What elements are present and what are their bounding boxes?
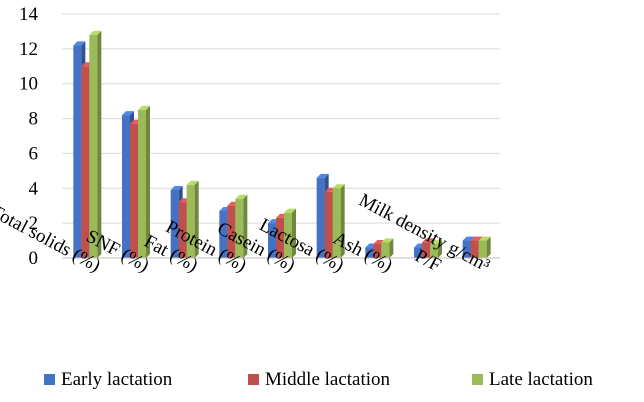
bar-top — [332, 184, 345, 189]
bar-front — [268, 223, 276, 258]
y-tick-label: 8 — [29, 109, 39, 130]
y-tick-label: 0 — [29, 248, 39, 269]
bar-front — [373, 244, 382, 258]
bar-top — [478, 236, 491, 241]
bar-front — [381, 242, 390, 258]
bar-top — [316, 173, 329, 178]
bar-front — [122, 115, 130, 258]
bar-front — [130, 123, 138, 258]
bar-top — [235, 194, 248, 199]
y-tick-label: 2 — [29, 213, 39, 234]
bar — [284, 208, 296, 258]
y-tick-label: 10 — [19, 74, 38, 95]
bar-front — [235, 198, 244, 258]
bar-side — [389, 238, 394, 258]
bar-top — [186, 180, 199, 185]
bar-front — [324, 191, 333, 258]
bar-front — [170, 190, 179, 258]
y-tick-label: 6 — [29, 143, 39, 164]
legend: Early lactation Middle lactation Late lact… — [44, 369, 593, 390]
bar-front — [430, 244, 438, 258]
legend-item: Middle lactation — [248, 369, 391, 390]
bar — [332, 184, 345, 258]
bar-front — [478, 240, 487, 258]
y-tick-label: 14 — [19, 4, 39, 25]
bar — [430, 240, 442, 258]
bar-side — [97, 30, 102, 258]
bar-side — [146, 105, 150, 258]
bars — [73, 30, 491, 259]
bar-front — [138, 109, 146, 258]
bar-front — [73, 45, 82, 258]
bar-front — [422, 242, 430, 258]
y-tick-label: 12 — [19, 39, 38, 60]
bar-front — [186, 184, 195, 258]
bar-front — [284, 212, 292, 258]
legend-item: Early lactation — [44, 369, 173, 390]
bar — [186, 180, 199, 258]
bar-front — [365, 247, 374, 258]
bar-top — [89, 30, 102, 35]
bar-side — [486, 236, 491, 258]
bar-side — [243, 194, 248, 258]
bar-front — [178, 202, 187, 258]
bar-front — [89, 34, 98, 258]
bar-front — [227, 205, 236, 258]
bar-front — [470, 240, 479, 258]
legend-label: Late lactation — [489, 369, 593, 390]
bar-front — [332, 188, 341, 258]
legend-swatch — [248, 374, 259, 385]
bar — [381, 238, 394, 258]
bar-top — [422, 238, 434, 243]
bar-top — [73, 41, 86, 46]
bar-front — [219, 210, 228, 258]
bar-top — [122, 111, 134, 116]
y-tick-label: 4 — [29, 178, 39, 199]
bar-front — [81, 66, 90, 259]
bar — [235, 194, 248, 258]
bar-top — [284, 208, 296, 213]
legend-label: Middle lactation — [265, 369, 391, 390]
y-axis-ticks: 0 2 4 6 8 10 12 14 — [19, 4, 39, 269]
legend-label: Early lactation — [61, 369, 173, 390]
bar-top — [430, 240, 442, 245]
bar-front — [462, 240, 471, 258]
bar-top — [381, 238, 394, 243]
bar-front — [414, 247, 422, 258]
bar-side — [292, 208, 296, 258]
bar-side — [340, 184, 345, 258]
bar-front — [276, 217, 284, 258]
legend-item: Late lactation — [472, 369, 593, 390]
bar-front — [316, 177, 325, 258]
legend-swatch — [44, 374, 55, 385]
bar-top — [138, 105, 150, 110]
bar — [138, 105, 150, 258]
legend-swatch — [472, 374, 483, 385]
bar — [478, 236, 491, 258]
bar-side — [438, 240, 442, 258]
bar-side — [194, 180, 199, 258]
bar-top — [170, 186, 183, 191]
bar — [89, 30, 102, 258]
